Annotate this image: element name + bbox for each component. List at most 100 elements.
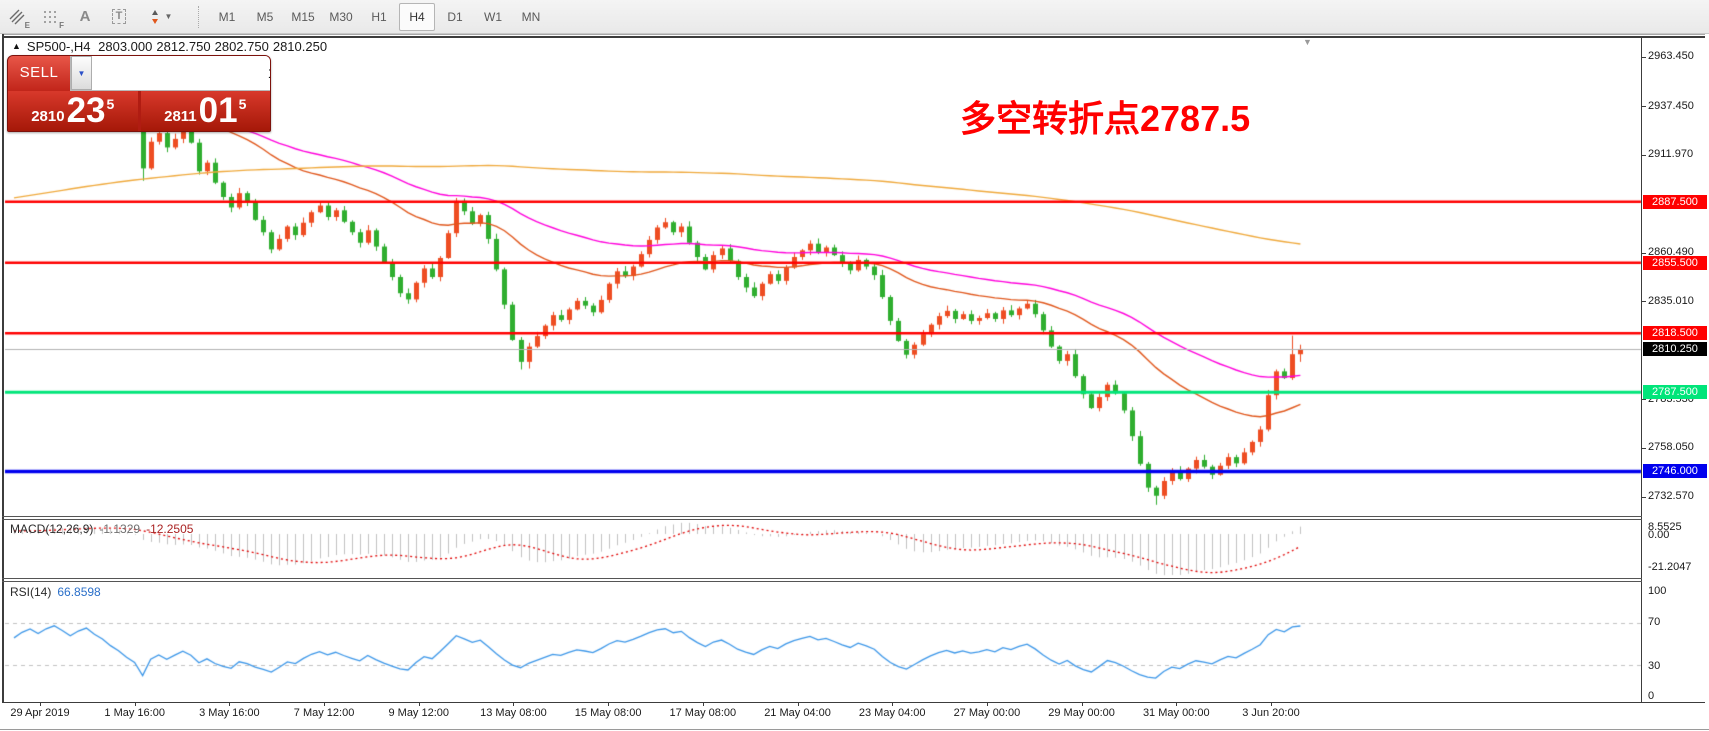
level-badge: 2787.500 — [1643, 385, 1707, 400]
sell-price-display[interactable]: 2810 23 5 — [8, 91, 138, 131]
ohlc-high: 2812.750 — [156, 39, 211, 54]
price-tick-label: 2937.450 — [1648, 99, 1694, 112]
timeframe-button-m30[interactable]: M30 — [329, 9, 353, 24]
time-tick-label: 1 May 16:00 — [104, 707, 165, 719]
timeframe-button-m5[interactable]: M5 — [256, 9, 274, 24]
timeframe-button-m15[interactable]: M15 — [291, 9, 315, 24]
buy-price-sup: 5 — [238, 96, 247, 112]
time-tick-label: 31 May 00:00 — [1142, 707, 1210, 719]
price-tick-mark — [1641, 56, 1646, 58]
time-tick-label: 9 May 12:00 — [388, 707, 450, 719]
macd-main-value: -1.1329 — [99, 522, 141, 536]
rsi-panel-separator[interactable] — [2, 578, 1642, 579]
time-tick-label: 3 Jun 20:00 — [1242, 707, 1300, 719]
time-tick-mark — [1176, 702, 1178, 706]
chart-border-top — [2, 34, 1705, 35]
sell-button[interactable]: SELL — [8, 56, 70, 91]
timeframe-button-mn[interactable]: MN — [521, 9, 541, 24]
rsi-axis-label: 0 — [1648, 690, 1655, 702]
timeframe-button-m1[interactable]: M1 — [218, 9, 236, 24]
rsi-axis-label: 30 — [1648, 660, 1661, 672]
price-tick-mark — [1641, 447, 1646, 449]
chart-border-left — [2, 34, 4, 702]
chart-border-top-inner — [2, 36, 1705, 38]
price-tick-label: 2860.490 — [1648, 246, 1694, 259]
letter-a-icon: A — [79, 8, 91, 25]
price-tick-mark — [1641, 301, 1646, 303]
price-axis-border — [1641, 36, 1642, 702]
text-box-tool-button[interactable]: T — [103, 3, 135, 31]
pivot-annotation-text: 多空转折点2787.5 — [960, 98, 1251, 139]
timeframe-button-d1[interactable]: D1 — [447, 9, 463, 24]
timeframe-button-w1[interactable]: W1 — [484, 9, 502, 24]
draw-indicator-e-icon[interactable]: E — [1, 3, 33, 31]
timeframe-group: M1 M5 M15 M30 H1 H4 D1 W1 MN — [208, 2, 550, 31]
time-tick-label: 15 May 08:00 — [574, 707, 642, 719]
price-tick-mark — [1641, 154, 1646, 156]
time-tick-mark — [1081, 702, 1083, 706]
buy-price-display[interactable]: 2811 01 5 — [140, 91, 270, 131]
text-label-tool-button[interactable]: A — [69, 3, 101, 31]
ohlc-open: 2803.000 — [98, 39, 153, 54]
time-tick-mark — [229, 702, 231, 706]
price-tick-mark — [1641, 252, 1646, 254]
rsi-label: RSI(14) 66.8598 — [10, 585, 101, 599]
macd-signal-value: -12.2505 — [146, 522, 194, 536]
timeframe-button-h4[interactable]: H4 — [399, 2, 435, 31]
time-tick-mark — [513, 702, 515, 706]
time-tick-mark — [608, 702, 610, 706]
level-badge: 2818.500 — [1643, 326, 1707, 341]
volume-decrease-button[interactable]: ▼ — [71, 56, 92, 90]
rsi-value: 66.8598 — [57, 585, 101, 599]
macd-label: MACD(12,26,9) -1.1329 -12.2505 — [10, 522, 193, 536]
time-tick-mark — [702, 702, 704, 706]
price-tick-label: 2835.010 — [1648, 294, 1694, 307]
macd-panel-separator-inner — [2, 519, 1642, 520]
rsi-axis-label: 100 — [1648, 585, 1667, 597]
price-tick-label: 2758.050 — [1648, 441, 1694, 454]
volume-spinner: ▼ ▲ — [70, 56, 270, 91]
price-tick-label: 2732.570 — [1648, 490, 1694, 503]
macd-name: MACD(12,26,9) — [10, 522, 94, 536]
macd-panel-separator[interactable] — [2, 516, 1642, 517]
time-tick-mark — [324, 702, 326, 706]
scribble-icon — [9, 9, 25, 24]
chart-border-bottom — [2, 702, 1705, 703]
boxed-t-icon: T — [111, 9, 127, 24]
collapse-arrow-icon[interactable]: ▲ — [12, 41, 21, 51]
trade-panel-price-row: 2810 23 5 2811 01 5 — [8, 91, 270, 131]
time-tick-label: 27 May 00:00 — [953, 707, 1021, 719]
chevron-down-icon: ▼ — [164, 12, 173, 21]
timeframe-button-h1[interactable]: H1 — [371, 9, 387, 24]
chart-shift-marker-icon: ▼ — [1303, 37, 1312, 47]
rsi-axis-label: 70 — [1648, 616, 1661, 628]
rsi-panel-separator-inner — [2, 581, 1642, 582]
price-tick-label: 2911.970 — [1648, 148, 1694, 161]
ohlc-close: 2810.250 — [272, 39, 328, 54]
chart-header: ▲ SP500-,H4 2803.000 2812.750 2802.750 2810.… — [12, 39, 331, 54]
toolbar: E F A T ▼ M1 M5 M15 M30 H1 H4 D1 W1 MN — [0, 0, 1709, 34]
trade-panel-top-row: SELL ▼ ▲ BUY — [8, 56, 270, 91]
arrows-tool-button[interactable]: ▼ — [137, 3, 183, 31]
time-tick-label: 23 May 04:00 — [858, 707, 926, 719]
grid-indicator-f-icon[interactable]: F — [35, 3, 67, 31]
window-border-bottom — [0, 729, 1709, 730]
time-tick-label: 29 May 00:00 — [1048, 707, 1115, 719]
time-tick-label: 7 May 12:00 — [293, 707, 355, 719]
price-tick-mark — [1641, 496, 1646, 498]
time-tick-mark — [40, 702, 41, 706]
buy-price-prefix: 2811 — [164, 107, 197, 125]
time-tick-mark — [892, 702, 894, 706]
volume-input[interactable] — [92, 56, 270, 90]
time-tick-label: 17 May 08:00 — [669, 707, 737, 719]
time-tick-mark — [1270, 702, 1272, 706]
current-price-badge: 2810.250 — [1643, 341, 1707, 356]
time-tick-label: 3 May 16:00 — [199, 707, 260, 719]
time-tick-label: 13 May 08:00 — [480, 707, 547, 719]
symbol-period-label: SP500-,H4 — [26, 39, 91, 54]
dotted-grid-icon — [44, 10, 56, 23]
time-tick-mark — [797, 702, 799, 706]
macd-axis-label: 8.5525 — [1648, 521, 1682, 533]
buy-price-main: 01 — [198, 91, 238, 130]
